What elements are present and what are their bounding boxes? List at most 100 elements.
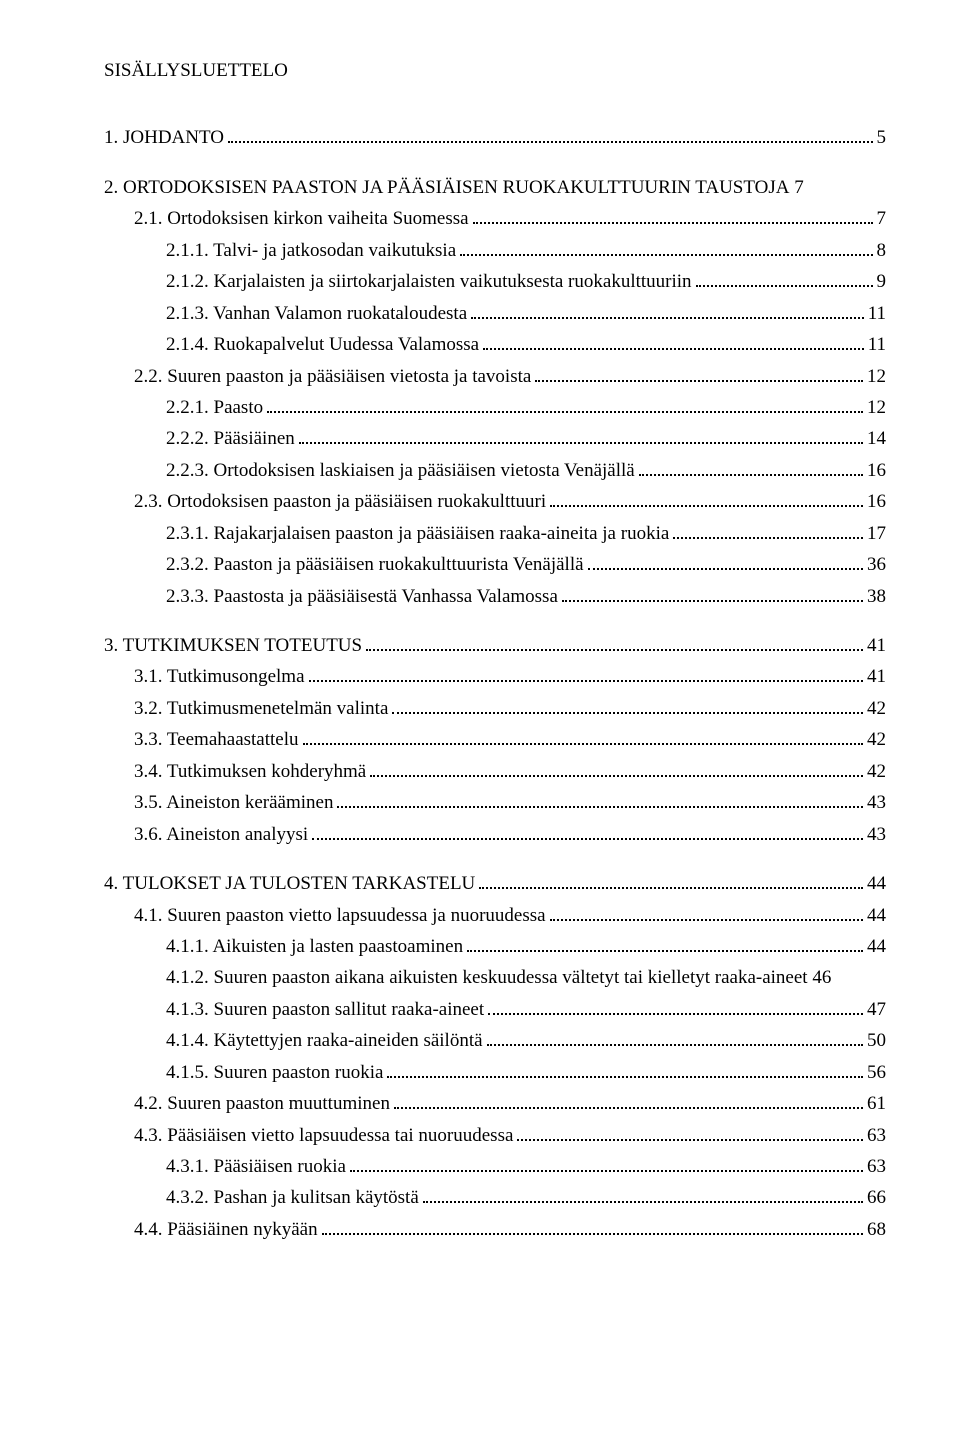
- toc-entry: 2.1.1. Talvi- ja jatkosodan vaikutuksia 8: [104, 236, 886, 265]
- toc-entry-label: 3. TUTKIMUKSEN TOTEUTUS: [104, 631, 362, 660]
- toc-entry-page: 43: [867, 820, 886, 849]
- toc-entry: 4.4. Pääsiäinen nykyään68: [104, 1215, 886, 1244]
- dot-leader: [460, 237, 872, 256]
- toc-entry: 3. TUTKIMUKSEN TOTEUTUS 41: [104, 631, 886, 660]
- toc-entry: 2.3.3. Paastosta ja pääsiäisestä Vanhass…: [104, 582, 886, 611]
- toc-entry-label: 4. TULOKSET JA TULOSTEN TARKASTELU: [104, 869, 475, 898]
- dot-leader: [370, 758, 863, 777]
- toc-entry: 3.3. Teemahaastattelu42: [104, 725, 886, 754]
- dot-leader: [228, 124, 873, 143]
- toc-entry: 3.4. Tutkimuksen kohderyhmä42: [104, 757, 886, 786]
- toc-entry-label: 2.1.2. Karjalaisten ja siirtokarjalaiste…: [166, 267, 692, 296]
- toc-entry-page: 41: [867, 631, 886, 660]
- toc-entry: 4.3.1. Pääsiäisen ruokia63: [104, 1152, 886, 1181]
- toc-entry: 3.5. Aineiston kerääminen43: [104, 788, 886, 817]
- dot-leader: [588, 551, 863, 570]
- toc-entry: 1. JOHDANTO 5: [104, 123, 886, 152]
- toc-entry-page: 38: [867, 582, 886, 611]
- toc-entry-page: 47: [867, 995, 886, 1024]
- toc-entry-page: 68: [867, 1215, 886, 1244]
- toc-entry: 2.3.1. Rajakarjalaisen paaston ja pääsiä…: [104, 519, 886, 548]
- toc-entry: 4.3.2. Pashan ja kulitsan käytöstä66: [104, 1183, 886, 1212]
- toc-entry: 4.1. Suuren paaston vietto lapsuudessa j…: [104, 901, 886, 930]
- toc-entry-label: 2.1. Ortodoksisen kirkon vaiheita Suomes…: [134, 204, 469, 233]
- toc-entry: 4.2. Suuren paaston muuttuminen61: [104, 1089, 886, 1118]
- dot-leader: [267, 394, 863, 413]
- toc-entry-page: 44: [867, 869, 886, 898]
- toc-entry-page: 7: [794, 173, 804, 202]
- toc-entry-label: 3.5. Aineiston kerääminen: [134, 788, 333, 817]
- toc-entry-page: 11: [868, 330, 886, 359]
- dot-leader: [467, 933, 863, 952]
- toc-entry-label: 4.1. Suuren paaston vietto lapsuudessa j…: [134, 901, 546, 930]
- toc-entry-page: 66: [867, 1183, 886, 1212]
- dot-leader: [299, 425, 863, 444]
- toc-entry: 2.2.3. Ortodoksisen laskiaisen ja pääsiä…: [104, 456, 886, 485]
- toc-entry: 4.1.2. Suuren paaston aikana aikuisten k…: [104, 963, 886, 992]
- toc-entry-label: 2.2.1. Paasto: [166, 393, 263, 422]
- toc-entry: 2.1.4. Ruokapalvelut Uudessa Valamossa 11: [104, 330, 886, 359]
- toc-entry-page: 56: [867, 1058, 886, 1087]
- toc-entry-page: 50: [867, 1026, 886, 1055]
- toc-entry-label: 2.1.1. Talvi- ja jatkosodan vaikutuksia: [166, 236, 456, 265]
- toc-entry: 4.3. Pääsiäisen vietto lapsuudessa tai n…: [104, 1121, 886, 1150]
- toc-entry-page: 9: [877, 267, 887, 296]
- toc-body: 1. JOHDANTO52. ORTODOKSISEN PAASTON JA P…: [104, 123, 886, 1244]
- toc-entry-label: 2.1.4. Ruokapalvelut Uudessa Valamossa: [166, 330, 479, 359]
- toc-entry: 4. TULOKSET JA TULOSTEN TARKASTELU 44: [104, 869, 886, 898]
- dot-leader: [562, 582, 863, 601]
- toc-entry-label: 2.3.3. Paastosta ja pääsiäisestä Vanhass…: [166, 582, 558, 611]
- dot-leader: [673, 520, 863, 539]
- toc-entry: 3.2. Tutkimusmenetelmän valinta42: [104, 694, 886, 723]
- dot-leader: [392, 695, 863, 714]
- toc-entry-page: 5: [877, 123, 887, 152]
- toc-entry-page: 12: [867, 393, 886, 422]
- toc-entry-label: 4.3.1. Pääsiäisen ruokia: [166, 1152, 346, 1181]
- toc-entry-label: 3.1. Tutkimusongelma: [134, 662, 305, 691]
- dot-leader: [423, 1184, 863, 1203]
- dot-leader: [394, 1090, 863, 1109]
- toc-entry-label: 3.6. Aineiston analyysi: [134, 820, 308, 849]
- dot-leader: [312, 821, 863, 840]
- toc-entry: 2.1.3. Vanhan Valamon ruokataloudesta 11: [104, 299, 886, 328]
- toc-page: SISÄLLYSLUETTELO 1. JOHDANTO52. ORTODOKS…: [0, 0, 960, 1432]
- dot-leader: [322, 1216, 863, 1235]
- dot-leader: [309, 663, 864, 682]
- toc-entry-page: 12: [867, 362, 886, 391]
- toc-entry-label: 4.1.2. Suuren paaston aikana aikuisten k…: [166, 963, 808, 992]
- toc-title: SISÄLLYSLUETTELO: [104, 56, 886, 85]
- toc-entry-page: 11: [868, 299, 886, 328]
- toc-entry-page: 14: [867, 424, 886, 453]
- toc-entry-page: 7: [877, 204, 887, 233]
- toc-entry: 2.3.2. Paaston ja pääsiäisen ruokakulttu…: [104, 550, 886, 579]
- dot-leader: [535, 362, 863, 381]
- dot-leader: [303, 726, 863, 745]
- toc-entry-label: 4.3. Pääsiäisen vietto lapsuudessa tai n…: [134, 1121, 513, 1150]
- toc-entry-label: 2.3.1. Rajakarjalaisen paaston ja pääsiä…: [166, 519, 669, 548]
- toc-entry-page: 46: [812, 963, 831, 992]
- toc-entry-label: 2.1.3. Vanhan Valamon ruokataloudesta: [166, 299, 467, 328]
- dot-leader: [517, 1121, 863, 1140]
- toc-entry-page: 61: [867, 1089, 886, 1118]
- dot-leader: [479, 870, 863, 889]
- toc-entry-label: 2.3.2. Paaston ja pääsiäisen ruokakulttu…: [166, 550, 584, 579]
- toc-entry-label: 1. JOHDANTO: [104, 123, 224, 152]
- toc-entry-page: 16: [867, 487, 886, 516]
- toc-entry-page: 8: [877, 236, 887, 265]
- toc-entry-label: 4.1.1. Aikuisten ja lasten paastoaminen: [166, 932, 463, 961]
- toc-entry: 2.2.1. Paasto 12: [104, 393, 886, 422]
- toc-entry-page: 17: [867, 519, 886, 548]
- dot-leader: [639, 457, 863, 476]
- toc-entry: 2.2.2. Pääsiäinen14: [104, 424, 886, 453]
- toc-entry-page: 42: [867, 757, 886, 786]
- toc-entry-page: 41: [867, 662, 886, 691]
- toc-entry: 2.1. Ortodoksisen kirkon vaiheita Suomes…: [104, 204, 886, 233]
- toc-entry-label: 2.2. Suuren paaston ja pääsiäisen vietos…: [134, 362, 531, 391]
- dot-leader: [473, 205, 873, 224]
- toc-entry-page: 42: [867, 694, 886, 723]
- toc-entry-label: 2.3. Ortodoksisen paaston ja pääsiäisen …: [134, 487, 546, 516]
- toc-entry-page: 44: [867, 901, 886, 930]
- dot-leader: [387, 1059, 863, 1078]
- dot-leader: [550, 488, 863, 507]
- dot-leader: [483, 331, 864, 350]
